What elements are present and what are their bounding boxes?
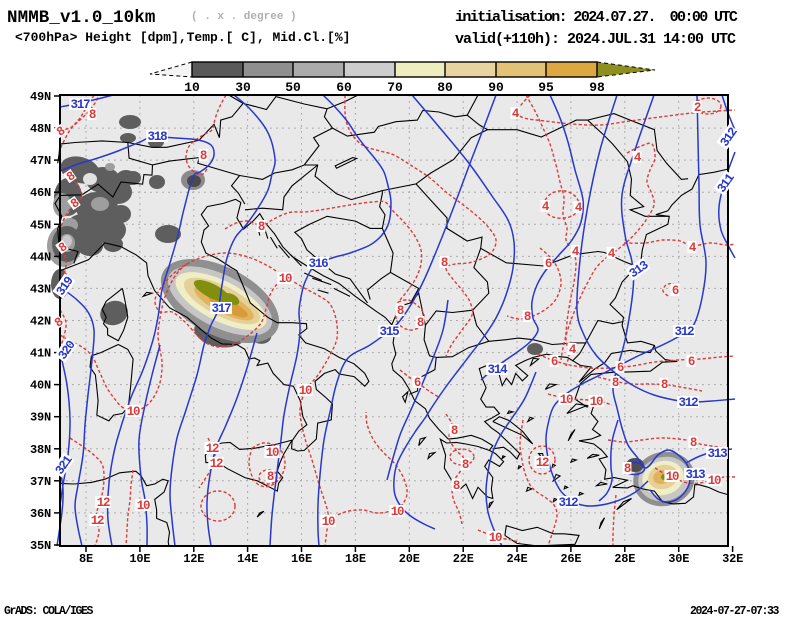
svg-text:98: 98 [589,80,605,95]
svg-text:80: 80 [437,80,453,95]
svg-text:70: 70 [387,80,403,95]
svg-text:42N: 42N [30,315,51,329]
svg-text:10: 10 [299,384,312,398]
svg-text:36N: 36N [30,507,51,521]
svg-text:10: 10 [266,446,279,460]
svg-text:8: 8 [267,470,274,484]
svg-text:4: 4 [634,151,642,165]
svg-text:8: 8 [690,436,697,450]
svg-text:8: 8 [453,479,460,493]
svg-text:10E: 10E [129,552,150,566]
svg-text:316: 316 [309,257,329,271]
svg-text:312: 312 [559,496,579,510]
svg-text:48N: 48N [30,122,51,136]
svg-text:16E: 16E [291,552,312,566]
svg-text:318: 318 [148,130,168,144]
svg-text:24E: 24E [506,552,527,566]
svg-text:4: 4 [542,200,550,214]
svg-text:312: 312 [679,396,699,410]
svg-text:47N: 47N [30,154,51,168]
svg-text:6: 6 [688,355,695,369]
svg-text:4: 4 [569,343,577,357]
svg-text:20E: 20E [399,552,420,566]
svg-text:8: 8 [89,108,96,122]
svg-text:317: 317 [212,302,232,316]
svg-text:10: 10 [279,272,292,286]
svg-text:8: 8 [612,376,619,390]
svg-text:4: 4 [608,247,616,261]
svg-text:37N: 37N [30,475,51,489]
svg-text:22E: 22E [453,552,474,566]
svg-text:8: 8 [451,424,458,438]
svg-text:14E: 14E [237,552,258,566]
svg-text:10: 10 [322,515,335,529]
svg-text:46N: 46N [30,186,51,200]
svg-text:8: 8 [200,149,207,163]
svg-text:12: 12 [536,456,549,470]
svg-text:6: 6 [551,355,558,369]
svg-text:10: 10 [666,470,679,484]
svg-text:44N: 44N [30,250,51,264]
svg-text:313: 313 [686,468,706,482]
svg-text:10: 10 [137,499,150,513]
svg-text:312: 312 [675,325,695,339]
svg-text:10: 10 [708,474,721,488]
svg-text:38N: 38N [30,443,51,457]
svg-text:313: 313 [708,447,728,461]
svg-text:6: 6 [617,361,624,375]
svg-text:12: 12 [97,496,110,510]
svg-text:4: 4 [512,107,520,121]
svg-text:12E: 12E [183,552,204,566]
svg-text:4: 4 [689,241,697,255]
svg-text:8E: 8E [79,552,93,566]
svg-text:40N: 40N [30,379,51,393]
svg-text:8: 8 [661,378,668,392]
svg-text:8: 8 [258,220,265,234]
svg-text:90: 90 [488,80,504,95]
svg-text:10: 10 [560,393,573,407]
svg-text:10: 10 [391,505,404,519]
svg-text:12: 12 [210,457,223,471]
svg-text:8: 8 [441,256,448,270]
svg-text:12: 12 [206,442,219,456]
svg-text:8: 8 [524,310,531,324]
svg-text:10: 10 [127,405,140,419]
svg-text:317: 317 [71,98,91,112]
svg-text:6: 6 [672,284,679,298]
svg-text:10: 10 [184,80,200,95]
svg-text:4: 4 [572,245,580,259]
svg-text:95: 95 [538,80,554,95]
svg-text:315: 315 [380,325,400,339]
svg-text:10: 10 [489,531,502,545]
svg-text:8: 8 [397,304,404,318]
svg-text:4: 4 [575,201,583,215]
svg-text:45N: 45N [30,218,51,232]
svg-text:28E: 28E [614,552,635,566]
svg-text:2: 2 [694,101,701,115]
svg-text:26E: 26E [560,552,581,566]
svg-text:30E: 30E [668,552,689,566]
svg-text:35N: 35N [30,539,51,553]
svg-text:41N: 41N [30,347,51,361]
svg-text:12: 12 [91,514,104,528]
svg-text:39N: 39N [30,411,51,425]
svg-text:8: 8 [624,462,631,476]
svg-text:60: 60 [336,80,352,95]
svg-text:18E: 18E [345,552,366,566]
svg-text:32E: 32E [722,552,743,566]
svg-text:314: 314 [488,363,509,377]
svg-text:49N: 49N [30,90,51,104]
svg-text:10: 10 [590,395,603,409]
svg-text:8: 8 [417,316,424,330]
svg-text:8: 8 [462,458,469,472]
svg-text:6: 6 [545,257,552,271]
svg-text:30: 30 [235,80,251,95]
svg-text:6: 6 [414,376,421,390]
svg-text:43N: 43N [30,282,51,296]
svg-text:50: 50 [285,80,301,95]
